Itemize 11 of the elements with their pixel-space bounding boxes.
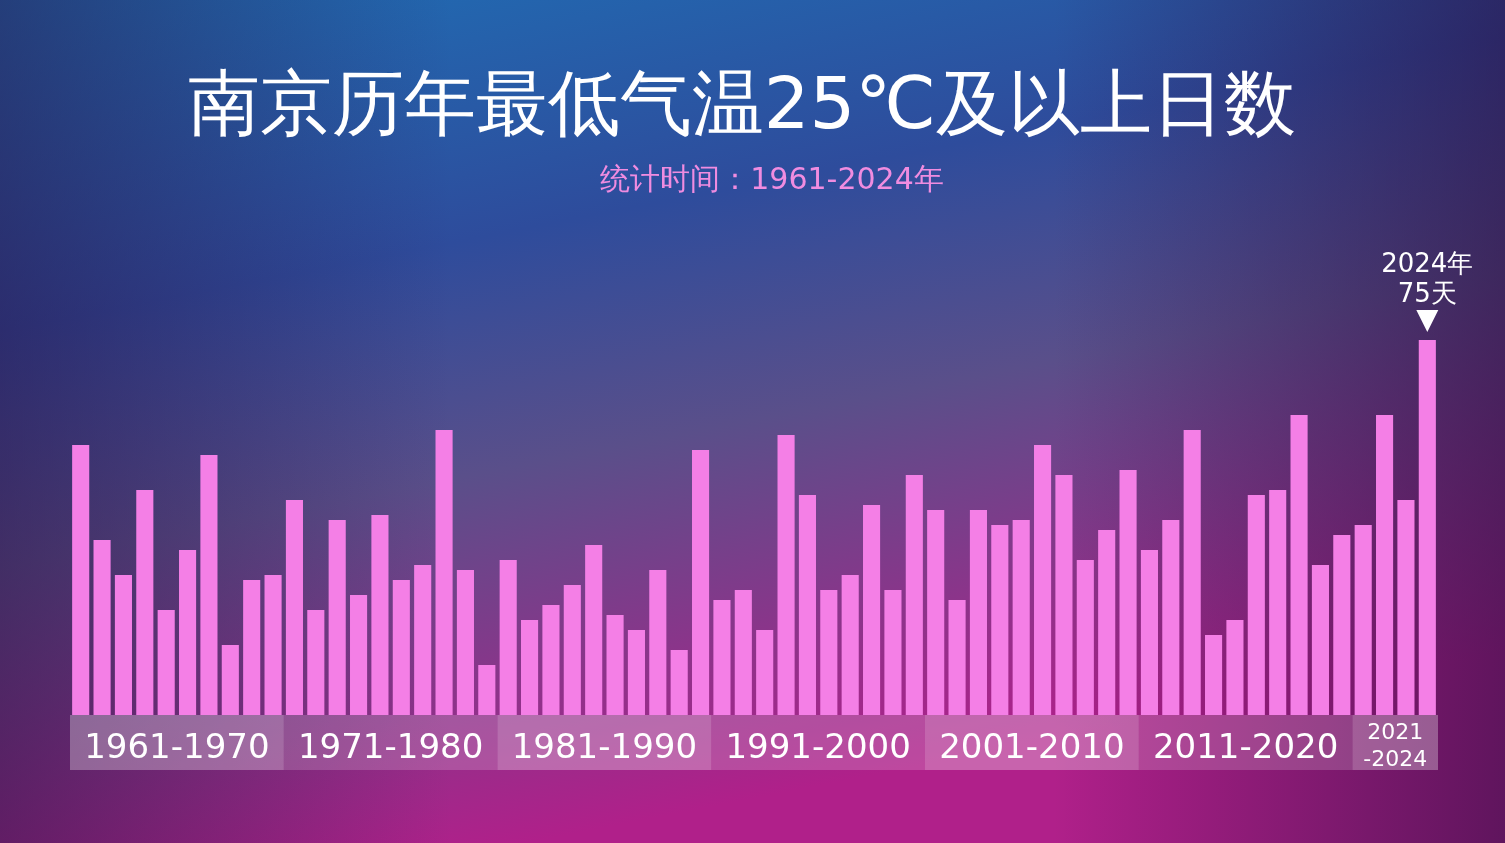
text: 1971-1980 — [297, 726, 484, 766]
chart-title: 南京历年最低气温25℃及以上日数 — [187, 61, 1297, 145]
text: 1961-1970 — [84, 726, 270, 766]
text: 2021-2024 — [1363, 719, 1428, 771]
data-label: 75天 — [1397, 278, 1457, 308]
text: 2011-2020 — [1152, 726, 1339, 766]
text: 2001-2010 — [939, 726, 1125, 766]
text: 1991-2000 — [725, 726, 911, 766]
text: 1981-1990 — [511, 726, 698, 766]
chart-subtitle: 统计时间：1961-2024年 — [600, 161, 944, 196]
annotation: 2024年 — [1381, 248, 1474, 278]
